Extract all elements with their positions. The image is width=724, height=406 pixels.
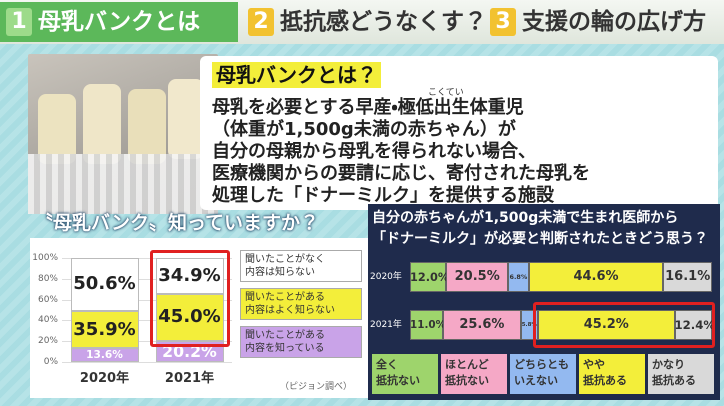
y-tick-label: 2021年	[370, 320, 402, 330]
grid-line	[62, 258, 232, 259]
bar-segment	[70, 347, 139, 362]
value-label: 5.8%	[521, 322, 537, 328]
legend-item: どちらとも いえない	[510, 354, 576, 394]
info-line: 自分の母親から母乳を得られない場合、	[212, 141, 536, 162]
tab-label: 支援の輪の広げ方	[522, 9, 706, 35]
bar-segment	[155, 294, 224, 341]
value-label: 20.5%	[454, 269, 500, 284]
chart-title: 自分の赤ちゃんが1,500g未満で生まれ医師から 「ドナーミルク」が必要と判断さ…	[372, 210, 708, 247]
bottle	[83, 84, 121, 164]
bottle	[128, 89, 166, 164]
value-label: 13.6%	[86, 348, 123, 361]
value-label: 16.1%	[665, 269, 711, 284]
source: （ピジョン調べ）	[280, 382, 353, 392]
bar-segment	[528, 262, 664, 292]
tab-label: 抵抗感どうなくす？	[280, 9, 487, 35]
bar-segment	[663, 262, 712, 292]
highlight-box	[149, 250, 230, 347]
legend-item: 聞いたことがある 内容はよく知らない	[240, 288, 362, 320]
bar-segment	[155, 257, 224, 295]
bar-segment	[70, 257, 139, 311]
info-line: （体重が1,500g未満の赤ちゃん）が	[212, 119, 516, 140]
grid-line	[62, 362, 232, 363]
value-label: 25.6%	[459, 317, 505, 332]
bar-segment	[443, 310, 521, 340]
bar-segment	[538, 310, 675, 340]
grid-line	[62, 299, 232, 301]
y-tick-label: 20%	[37, 336, 58, 347]
value-label: 6.8%	[509, 273, 528, 281]
info-line: 医療機関からの要請に応じ、寄付された母乳を	[212, 163, 590, 184]
basket	[28, 154, 218, 214]
legend-item: 聞いたことがある 内容を知っている	[240, 326, 362, 358]
grid-line	[62, 320, 232, 322]
highlight-box	[533, 302, 715, 348]
x-tick-label: 2021年	[164, 371, 215, 386]
value-label: 34.9%	[158, 264, 221, 286]
y-tick-label: 0%	[43, 357, 58, 367]
x-tick-label: 2020年	[79, 371, 130, 386]
tab-label: 母乳バンクとは	[38, 9, 201, 35]
value-label: 44.6%	[573, 269, 619, 284]
grid-line	[62, 278, 232, 280]
y-tick-label: 60%	[37, 294, 58, 305]
legend-item: やや 抵抗ある	[579, 354, 645, 394]
value-label: 45.2%	[583, 317, 629, 332]
value-label: 12.4%	[674, 318, 716, 332]
y-tick-label: 2020年	[370, 272, 402, 282]
bar-segment	[70, 310, 139, 348]
legend-item: ほとんど 抵抗ない	[441, 354, 507, 394]
tab-number: 1	[6, 8, 32, 36]
value-label: 50.6%	[73, 272, 136, 294]
legend-item: 全く 抵抗ない	[372, 354, 438, 394]
chart-title: 〝母乳バンク〟知っていますか？	[34, 212, 320, 234]
bottle	[168, 79, 204, 159]
photo	[28, 54, 218, 214]
legend-item: 聞いたことがなく 内容は知らない	[240, 250, 362, 282]
value-label: 45.0%	[158, 306, 221, 328]
info-title: 母乳バンクとは？	[212, 62, 381, 88]
bar-segment	[508, 262, 529, 292]
y-tick-label: 100%	[32, 253, 58, 263]
bar-segment	[446, 262, 509, 292]
bar-segment	[410, 310, 444, 340]
value-label: 11.0%	[410, 319, 446, 331]
info-line: 処理した「ドナーミルク」を提供する施設	[212, 185, 554, 206]
info-line: 母乳を必要とする早産・極低出生体重児	[212, 97, 524, 118]
y-tick-label: 40%	[37, 315, 58, 326]
tab-active-bg	[0, 2, 238, 42]
bottle	[38, 94, 76, 164]
value-label: 35.9%	[73, 318, 136, 340]
y-tick-label: 80%	[37, 273, 58, 284]
grid-line	[62, 341, 232, 343]
bar-segment	[674, 310, 712, 340]
legend-item: かなり 抵抗ある	[648, 354, 714, 394]
bar-segment	[410, 262, 447, 292]
ruby: こくてい	[428, 88, 464, 98]
value-label: 12.0%	[410, 270, 450, 284]
tab-number: 2	[248, 8, 274, 36]
tab-number: 3	[490, 8, 516, 36]
